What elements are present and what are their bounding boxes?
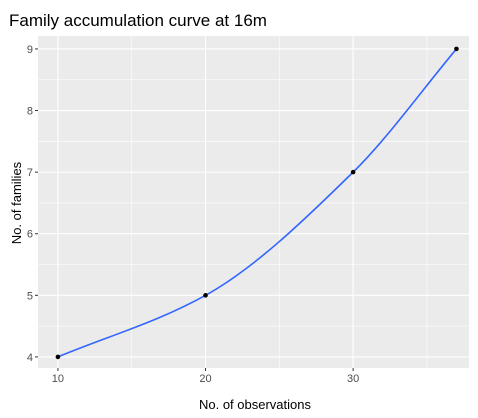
x-axis-ticks: 10 20 30 (52, 368, 359, 385)
data-point (454, 46, 459, 52)
x-tick-label: 20 (199, 373, 211, 385)
smooth-curve (57, 48, 458, 358)
data-point (55, 354, 61, 360)
y-tick-label: 7 (27, 167, 33, 179)
y-tick-label: 5 (27, 290, 33, 302)
plot-panel (38, 36, 469, 368)
chart-title: Family accumulation curve at 16m (9, 11, 267, 30)
major-gridlines (38, 36, 469, 368)
y-tick-label: 9 (27, 44, 33, 56)
minor-gridlines (38, 36, 469, 368)
y-axis-title: No. of families (9, 161, 24, 244)
x-tick-label: 30 (347, 373, 359, 385)
y-tick-label: 6 (27, 229, 33, 241)
data-points (55, 46, 459, 360)
x-axis-title: No. of observations (199, 397, 312, 412)
y-tick-label: 4 (27, 352, 33, 364)
y-axis-ticks: 4 5 6 7 8 9 (27, 44, 38, 364)
data-point (350, 169, 356, 175)
data-point (203, 293, 208, 298)
y-tick-label: 8 (27, 106, 33, 118)
x-tick-label: 10 (52, 373, 64, 385)
